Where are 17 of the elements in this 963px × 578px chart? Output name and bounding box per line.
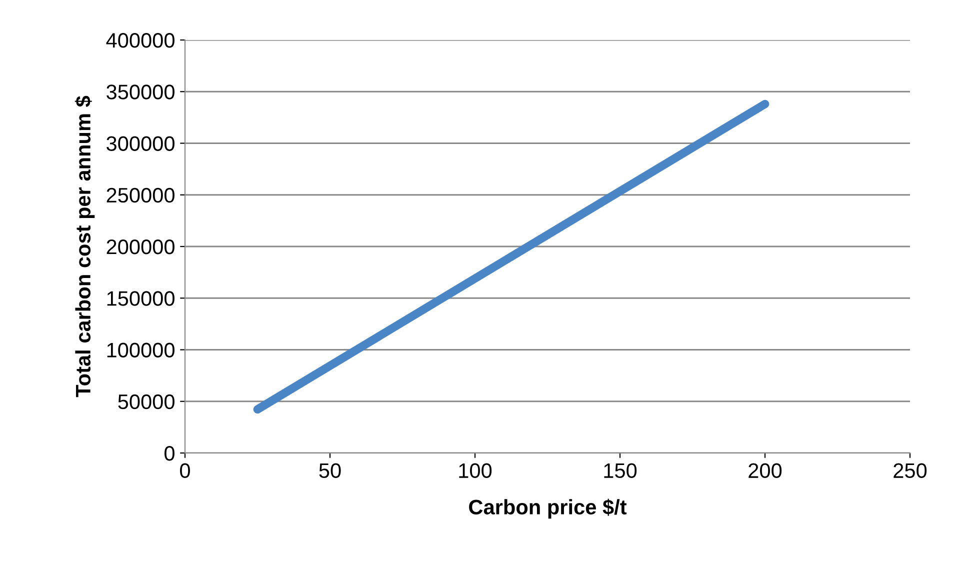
x-tick-label: 50 bbox=[319, 463, 341, 478]
x-tick-label: 200 bbox=[748, 463, 782, 478]
y-tick-label: 300000 bbox=[106, 136, 174, 152]
y-tick-label: 200000 bbox=[106, 240, 174, 254]
y-tick-label: 150000 bbox=[107, 291, 174, 306]
x-tick-label: 150 bbox=[604, 463, 637, 478]
x-tick-label: 0 bbox=[180, 463, 190, 478]
x-axis-title: Carbon price $/t bbox=[469, 498, 627, 519]
y-tick-label: 100000 bbox=[107, 342, 174, 358]
y-tick-label: 350000 bbox=[106, 84, 174, 100]
x-tick-label: 100 bbox=[459, 463, 492, 478]
y-tick-label: 50000 bbox=[118, 394, 174, 410]
y-tick-label: 400000 bbox=[106, 33, 174, 48]
y-axis-title: Total carbon cost per annum $ bbox=[74, 96, 95, 398]
y-tick-label: 250000 bbox=[106, 188, 174, 203]
y-tick-label: 0 bbox=[164, 446, 174, 461]
x-tick-label: 250 bbox=[894, 463, 927, 478]
